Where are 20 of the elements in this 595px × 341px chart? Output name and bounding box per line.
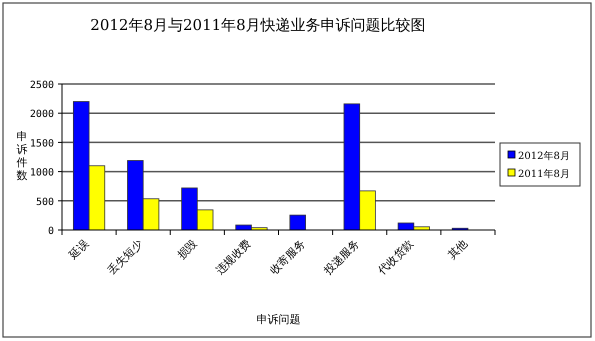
x-axis-title: 申诉问题	[256, 313, 300, 326]
y-tick-label: 1000	[30, 168, 54, 179]
y-tick-label: 2000	[30, 109, 54, 120]
legend-label: 2011年8月	[518, 168, 570, 180]
x-tick-label: 投递服务	[320, 236, 362, 278]
x-tick-label: 代收货款	[374, 236, 416, 278]
y-axis-title: 申诉件数	[16, 130, 28, 182]
chart-title: 2012年8月与2011年8月快递业务申诉问题比较图	[90, 16, 426, 34]
x-tick-label: 损毁	[174, 236, 200, 262]
x-tick-label: 收寄服务	[267, 236, 308, 278]
x-tick-label: 其他	[445, 236, 470, 262]
y-tick-label: 500	[36, 196, 54, 208]
legend-label: 2012年8月	[518, 150, 570, 162]
x-tick-label: 违规收费	[213, 236, 254, 278]
y-tick-label: 0	[48, 226, 54, 237]
x-tick-label: 延误	[66, 236, 92, 262]
y-tick-label: 1500	[30, 138, 54, 150]
x-tick-label: 丢失短少	[105, 236, 146, 278]
y-tick-label: 2500	[30, 80, 54, 91]
bar	[289, 214, 306, 230]
